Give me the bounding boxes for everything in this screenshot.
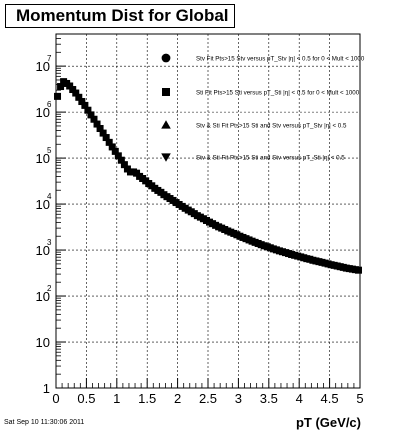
data-point: [111, 147, 119, 155]
x-tick-label: 2.5: [199, 391, 217, 406]
data-point: [114, 152, 122, 160]
legend-marker-circle: [161, 53, 171, 63]
data-point: [90, 115, 98, 123]
legend-entry: Sti Fit Pts>15 Sti versus pT_Sti |η| < 0…: [162, 88, 360, 97]
data-point: [57, 83, 65, 91]
timestamp: Sat Sep 10 11:30:06 2011: [4, 419, 85, 426]
legend: Stv Fit Pts>15 Stv versus pT_Stv |η| < 0…: [161, 53, 365, 162]
data-point: [93, 120, 101, 128]
y-tick-label: 10: [36, 197, 50, 212]
legend-entry: Stv & Sti Fit Pts>15 Sti and Stv versus …: [161, 153, 345, 162]
y-tick-label: 10: [36, 289, 50, 304]
x-tick-label: 0: [52, 391, 59, 406]
y-tick-exponent: 4: [47, 192, 52, 201]
x-tick-label: 5: [356, 391, 363, 406]
data-point: [354, 266, 362, 274]
legend-marker-triangle-up: [161, 120, 171, 129]
y-tick-label: 1: [43, 381, 50, 396]
data-point: [54, 92, 62, 100]
legend-entry: Stv Fit Pts>15 Stv versus pT_Stv |η| < 0…: [161, 53, 365, 63]
y-tick-exponent: 3: [47, 238, 52, 247]
data-point: [84, 106, 92, 114]
x-tick-label: 1: [113, 391, 120, 406]
data-markers: [54, 78, 362, 274]
y-tick-label: 10: [36, 335, 50, 350]
y-tick-label: 10: [36, 105, 50, 120]
data-point: [78, 98, 86, 106]
y-tick-label: 10: [36, 151, 50, 166]
data-point: [72, 89, 80, 97]
data-point: [75, 93, 83, 101]
x-tick-label: 3.5: [260, 391, 278, 406]
data-point: [105, 138, 113, 146]
legend-label: Sti Fit Pts>15 Sti versus pT_Sti |η| < 0…: [196, 90, 360, 97]
data-point: [117, 156, 125, 164]
y-tick-label: 10: [36, 243, 50, 258]
legend-entry: Stv & Sti Fit Pts>15 Sti and Stv versus …: [161, 120, 347, 130]
legend-marker-square: [162, 88, 170, 96]
data-point: [81, 101, 89, 109]
y-tick-exponent: 5: [47, 146, 52, 155]
data-point: [120, 161, 128, 169]
chart-title: Momentum Dist for Global: [16, 6, 229, 25]
legend-label: Stv & Sti Fit Pts>15 Sti and Stv versus …: [196, 155, 345, 162]
axes: 0 0.5 1 1.5 2 2.5 3 3.5 4 4.5 51101021031041051061…: [36, 33, 364, 406]
data-point: [96, 125, 104, 133]
data-point: [66, 82, 74, 90]
x-axis-label: pT (GeV/c): [296, 415, 361, 430]
y-tick-exponent: 7: [47, 54, 52, 63]
x-tick-label: 4: [296, 391, 303, 406]
data-point: [102, 134, 110, 142]
data-point: [87, 111, 95, 119]
x-tick-label: 3: [235, 391, 242, 406]
y-tick-label: 10: [36, 59, 50, 74]
legend-label: Stv Fit Pts>15 Stv versus pT_Stv |η| < 0…: [196, 56, 365, 63]
x-tick-label: 1.5: [138, 391, 156, 406]
chart-title-box: Momentum Dist for Global: [5, 4, 235, 28]
legend-label: Stv & Sti Fit Pts>15 Sti and Stv versus …: [196, 123, 347, 130]
grid-lines: [56, 34, 360, 388]
data-point: [108, 143, 116, 151]
data-point: [99, 129, 107, 137]
y-tick-exponent: 2: [47, 284, 52, 293]
x-tick-label: 2: [174, 391, 181, 406]
y-tick-exponent: 6: [47, 100, 52, 109]
x-tick-label: 0.5: [77, 391, 95, 406]
data-point: [69, 86, 77, 94]
x-tick-label: 4.5: [321, 391, 339, 406]
legend-marker-triangle-down: [161, 153, 171, 162]
